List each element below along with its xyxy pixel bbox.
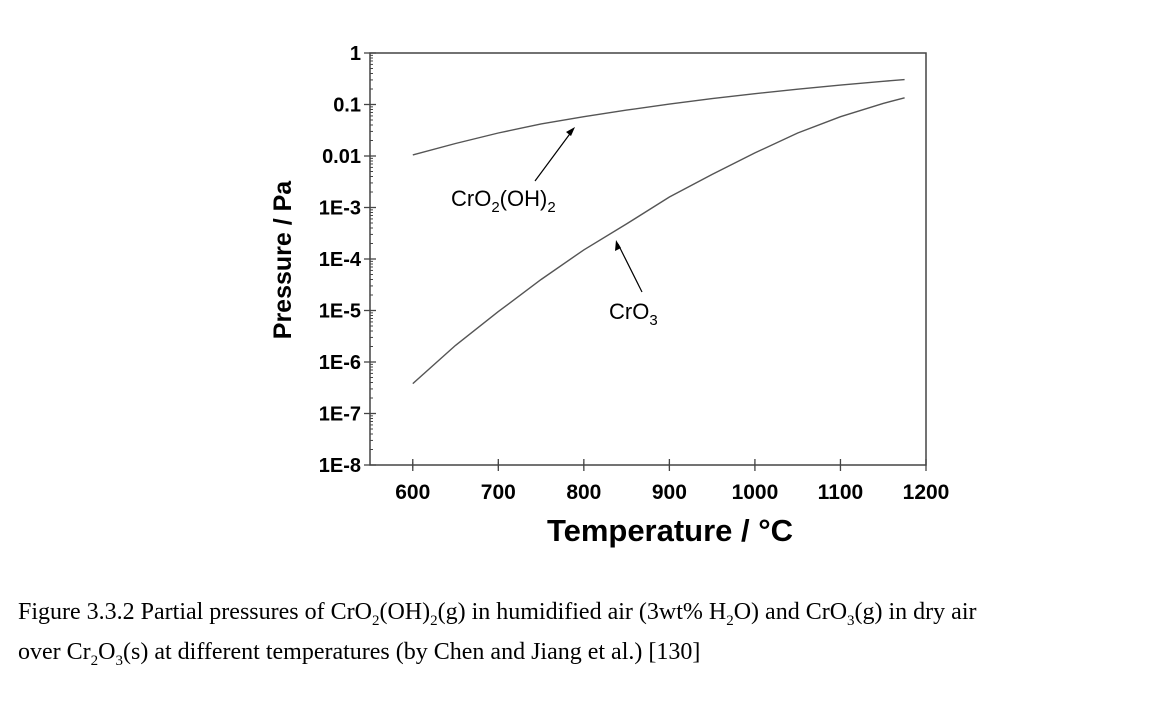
y-tick: 0.1 bbox=[333, 95, 376, 117]
series-line-cro3 bbox=[412, 97, 905, 385]
arrowhead-cro3 bbox=[615, 240, 621, 251]
y-tick-label: 1 bbox=[350, 43, 361, 65]
x-tick-label: 800 bbox=[566, 481, 601, 504]
x-tick: 1200 bbox=[903, 459, 950, 504]
caption-line-2: over Cr2O3(s) at different temperatures … bbox=[18, 639, 701, 669]
y-tick-label: 1E-7 bbox=[319, 404, 361, 426]
x-axis: 600 700 800 900 1000 1100 1200 bbox=[395, 459, 949, 504]
series-line-cro2oh2 bbox=[412, 78, 905, 156]
y-tick-label: 0.01 bbox=[322, 146, 361, 168]
annotation-cro2oh2: CrO2(OH)2 bbox=[451, 127, 575, 216]
x-tick-label: 1000 bbox=[732, 481, 779, 504]
x-tick-label: 1100 bbox=[818, 481, 864, 504]
y-tick-label: 1E-4 bbox=[319, 249, 362, 271]
y-tick: 1E-6 bbox=[319, 352, 376, 374]
plot-frame bbox=[369, 52, 927, 466]
arrow-cro3 bbox=[617, 243, 643, 293]
y-tick-label: 0.1 bbox=[333, 95, 361, 117]
chart: 1 0.1 0.01 1E-3 1E-4 1E-5 1E-6 1E-7 1E-8 600 700 8… bbox=[269, 43, 949, 548]
y-tick: 1E-7 bbox=[319, 404, 376, 426]
y-tick: 1E-8 bbox=[319, 455, 376, 477]
x-tick-label: 1200 bbox=[903, 481, 950, 504]
annotation-cro3: CrO3 bbox=[609, 240, 658, 329]
figure-caption: Figure 3.3.2 Partial pressures of CrO2(O… bbox=[18, 592, 1158, 672]
caption-line-1: Figure 3.3.2 Partial pressures of CrO2(O… bbox=[18, 599, 977, 629]
x-tick-label: 700 bbox=[481, 481, 516, 504]
y-tick: 1 bbox=[350, 43, 376, 65]
y-tick: 0.01 bbox=[322, 146, 376, 168]
y-tick-label: 1E-8 bbox=[319, 455, 361, 477]
y-tick: 1E-5 bbox=[319, 301, 376, 323]
arrowhead-cro2oh2 bbox=[566, 127, 575, 136]
series-label-cro2oh2: CrO2(OH)2 bbox=[451, 186, 556, 216]
x-tick-label: 600 bbox=[395, 481, 430, 504]
y-tick: 1E-4 bbox=[319, 249, 376, 271]
series-label-cro3: CrO3 bbox=[609, 299, 658, 329]
y-tick-label: 1E-5 bbox=[319, 301, 361, 323]
series-layer bbox=[412, 78, 905, 385]
y-tick-label: 1E-3 bbox=[319, 198, 361, 220]
y-tick-label: 1E-6 bbox=[319, 352, 361, 374]
arrow-cro2oh2 bbox=[534, 130, 573, 182]
x-tick-label: 900 bbox=[652, 481, 687, 504]
y-axis: 1 0.1 0.01 1E-3 1E-4 1E-5 1E-6 1E-7 1E-8 bbox=[319, 43, 376, 477]
y-axis-label: Pressure / Pa bbox=[269, 180, 297, 340]
x-axis-label: Temperature / °C bbox=[547, 513, 793, 548]
y-tick: 1E-3 bbox=[319, 198, 376, 220]
